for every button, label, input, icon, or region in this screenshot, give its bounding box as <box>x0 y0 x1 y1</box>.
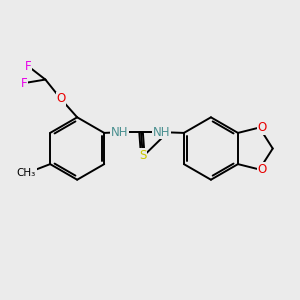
Text: NH: NH <box>152 126 170 139</box>
Text: F: F <box>25 60 32 73</box>
Text: O: O <box>56 92 65 105</box>
Text: F: F <box>21 76 27 90</box>
Text: CH₃: CH₃ <box>17 168 36 178</box>
Text: NH: NH <box>111 126 128 139</box>
Text: O: O <box>257 121 266 134</box>
Text: S: S <box>139 149 146 162</box>
Text: O: O <box>257 163 266 176</box>
